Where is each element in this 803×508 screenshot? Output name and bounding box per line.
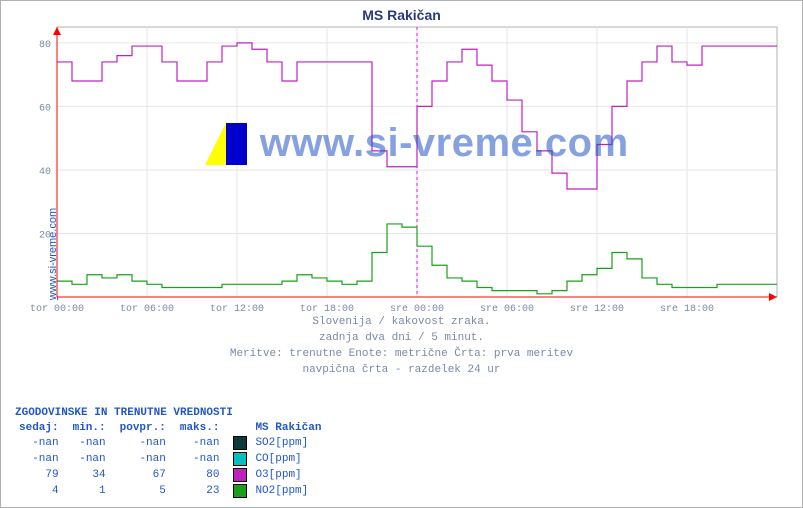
stats-value: 4 — [15, 483, 69, 499]
svg-text:40: 40 — [39, 167, 51, 178]
line-chart: 20406080tor 00:00tor 06:00tor 12:00tor 1… — [57, 27, 777, 297]
stats-col-header: min.: — [69, 421, 116, 435]
stats-value: 67 — [116, 467, 176, 483]
series-label: NO2[ppm] — [251, 483, 331, 499]
stats-value: 34 — [69, 467, 116, 483]
stats-table-wrap: ZGODOVINSKE IN TRENUTNE VREDNOSTI sedaj:… — [15, 407, 435, 499]
series-swatch — [233, 484, 247, 498]
svg-text:tor 00:00: tor 00:00 — [30, 304, 84, 315]
stats-value: 79 — [15, 467, 69, 483]
caption-line: zadnja dva dni / 5 minut. — [1, 331, 802, 347]
chart-caption: Slovenija / kakovost zraka.zadnja dva dn… — [1, 315, 802, 379]
stats-col-header: sedaj: — [15, 421, 69, 435]
stats-series-header: MS Rakičan — [251, 421, 331, 435]
svg-text:tor 06:00: tor 06:00 — [120, 304, 174, 315]
caption-line: Meritve: trenutne Enote: metrične Črta: … — [1, 347, 802, 363]
stats-value: 1 — [69, 483, 116, 499]
stats-col-header: povpr.: — [116, 421, 176, 435]
series-swatch — [233, 468, 247, 482]
series-label: CO[ppm] — [251, 451, 331, 467]
caption-line: Slovenija / kakovost zraka. — [1, 315, 802, 331]
table-row: -nan-nan-nan-nanCO[ppm] — [15, 451, 331, 467]
chart-title: MS Rakičan — [1, 1, 802, 23]
stats-title: ZGODOVINSKE IN TRENUTNE VREDNOSTI — [15, 407, 435, 419]
table-row: -nan-nan-nan-nanSO2[ppm] — [15, 435, 331, 451]
svg-text:sre 18:00: sre 18:00 — [660, 304, 714, 315]
stats-value: -nan — [176, 435, 230, 451]
report-container: MS Rakičan www.si-vreme.com 20406080tor … — [0, 0, 803, 508]
series-swatch — [233, 436, 247, 450]
stats-value: -nan — [69, 451, 116, 467]
series-label: O3[ppm] — [251, 467, 331, 483]
stats-value: -nan — [15, 435, 69, 451]
stats-value: -nan — [69, 435, 116, 451]
svg-text:tor 12:00: tor 12:00 — [210, 304, 264, 315]
series-label: SO2[ppm] — [251, 435, 331, 451]
svg-text:20: 20 — [39, 230, 51, 241]
stats-value: -nan — [15, 451, 69, 467]
svg-text:sre 12:00: sre 12:00 — [570, 304, 624, 315]
table-row: 79346780 O3[ppm] — [15, 467, 331, 483]
stats-value: 80 — [176, 467, 230, 483]
stats-value: 23 — [176, 483, 230, 499]
stats-value: -nan — [116, 435, 176, 451]
svg-text:60: 60 — [39, 103, 51, 114]
svg-text:80: 80 — [39, 40, 51, 51]
svg-text:sre 00:00: sre 00:00 — [390, 304, 444, 315]
stats-table: sedaj:min.:povpr.:maks.: MS Rakičan-nan-… — [15, 421, 331, 499]
stats-value: 5 — [116, 483, 176, 499]
svg-text:tor 18:00: tor 18:00 — [300, 304, 354, 315]
stats-value: -nan — [176, 451, 230, 467]
stats-value: -nan — [116, 451, 176, 467]
series-swatch — [233, 452, 247, 466]
stats-col-header: maks.: — [176, 421, 230, 435]
svg-text:sre 06:00: sre 06:00 — [480, 304, 534, 315]
caption-line: navpična črta - razdelek 24 ur — [1, 363, 802, 379]
table-row: 41523 NO2[ppm] — [15, 483, 331, 499]
